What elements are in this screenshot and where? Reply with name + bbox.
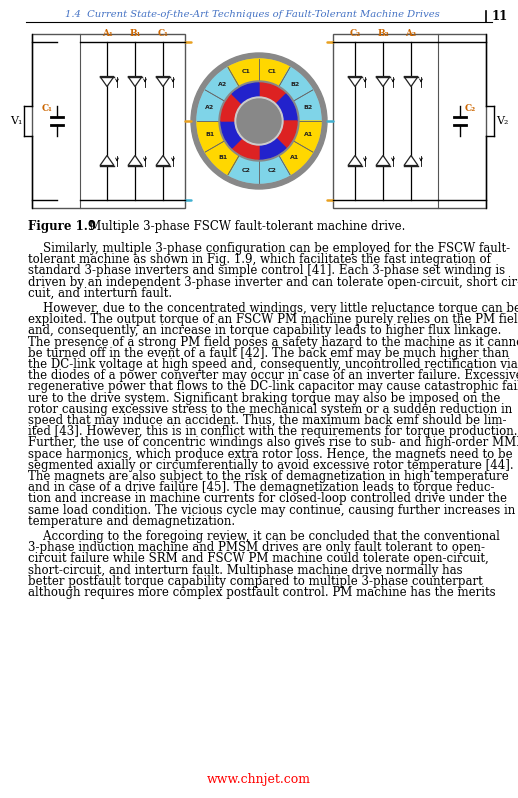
Text: segmented axially or circumferentially to avoid excessive rotor temperature [44]: segmented axially or circumferentially t… bbox=[28, 459, 514, 472]
Text: Figure 1.9: Figure 1.9 bbox=[28, 220, 96, 233]
Text: V₁: V₁ bbox=[10, 116, 22, 126]
Wedge shape bbox=[197, 90, 224, 121]
Text: B1: B1 bbox=[205, 132, 214, 136]
Wedge shape bbox=[232, 138, 259, 159]
Wedge shape bbox=[294, 90, 321, 121]
Text: although requires more complex postfault control. PM machine has the merits: although requires more complex postfault… bbox=[28, 586, 496, 599]
Text: C2: C2 bbox=[241, 168, 250, 172]
Wedge shape bbox=[205, 67, 239, 101]
Wedge shape bbox=[279, 141, 313, 175]
Text: The magnets are also subject to the risk of demagnetization in high temperature: The magnets are also subject to the risk… bbox=[28, 470, 509, 483]
Wedge shape bbox=[279, 67, 313, 101]
Text: and in case of a drive failure [45]. The demagnetization leads to torque reduc-: and in case of a drive failure [45]. The… bbox=[28, 481, 495, 494]
Text: be turned off in the event of a fault [42]. The back emf may be much higher than: be turned off in the event of a fault [4… bbox=[28, 347, 509, 360]
Text: A1: A1 bbox=[291, 155, 300, 160]
Text: 11: 11 bbox=[492, 10, 508, 23]
Text: B2: B2 bbox=[304, 105, 313, 110]
Polygon shape bbox=[100, 156, 114, 165]
Text: temperature and demagnetization.: temperature and demagnetization. bbox=[28, 515, 235, 527]
Polygon shape bbox=[128, 156, 142, 165]
Text: space harmonics, which produce extra rotor loss. Hence, the magnets need to be: space harmonics, which produce extra rot… bbox=[28, 448, 513, 460]
Text: regenerative power that flows to the DC-link capacitor may cause catastrophic fa: regenerative power that flows to the DC-… bbox=[28, 381, 518, 393]
Text: C₂: C₂ bbox=[350, 29, 361, 38]
Text: A₁: A₁ bbox=[102, 29, 112, 38]
Polygon shape bbox=[376, 156, 390, 165]
Text: According to the foregoing review, it can be concluded that the conventional: According to the foregoing review, it ca… bbox=[28, 530, 500, 543]
Text: 3-phase induction machine and PMSM drives are only fault tolerant to open-: 3-phase induction machine and PMSM drive… bbox=[28, 541, 485, 554]
Polygon shape bbox=[404, 77, 418, 86]
Text: Multiple 3-phase FSCW fault-tolerant machine drive.: Multiple 3-phase FSCW fault-tolerant mac… bbox=[78, 220, 406, 233]
Text: and, consequently, an increase in torque capability leads to higher flux linkage: and, consequently, an increase in torque… bbox=[28, 325, 501, 338]
Text: C1: C1 bbox=[241, 69, 250, 74]
Text: A1: A1 bbox=[304, 132, 313, 136]
Wedge shape bbox=[197, 121, 224, 152]
Wedge shape bbox=[294, 121, 321, 152]
Text: C₁: C₁ bbox=[157, 29, 168, 38]
Text: better postfault torque capability compared to multiple 3-phase counterpart: better postfault torque capability compa… bbox=[28, 575, 483, 588]
Wedge shape bbox=[276, 94, 297, 121]
Text: driven by an independent 3-phase inverter and can tolerate open-circuit, short c: driven by an independent 3-phase inverte… bbox=[28, 275, 518, 289]
Circle shape bbox=[237, 99, 281, 143]
Text: ited [43]. However, this is in conflict with the requirements for torque product: ited [43]. However, this is in conflict … bbox=[28, 425, 517, 438]
Wedge shape bbox=[259, 83, 286, 104]
Wedge shape bbox=[259, 138, 286, 159]
Text: www.chnjet.com: www.chnjet.com bbox=[207, 773, 311, 786]
Text: rotor causing excessive stress to the mechanical system or a sudden reduction in: rotor causing excessive stress to the me… bbox=[28, 403, 512, 416]
Text: cuit, and interturn fault.: cuit, and interturn fault. bbox=[28, 286, 172, 300]
Wedge shape bbox=[259, 156, 290, 183]
Polygon shape bbox=[100, 77, 114, 86]
Text: C₂: C₂ bbox=[465, 104, 476, 113]
Text: A2: A2 bbox=[218, 82, 227, 88]
Text: same load condition. The vicious cycle may continue, causing further increases i: same load condition. The vicious cycle m… bbox=[28, 504, 515, 516]
Polygon shape bbox=[348, 156, 362, 165]
Wedge shape bbox=[221, 94, 242, 121]
Text: short-circuit, and interturn fault. Multiphase machine drive normally has: short-circuit, and interturn fault. Mult… bbox=[28, 563, 463, 577]
Text: A2: A2 bbox=[205, 105, 214, 110]
Polygon shape bbox=[404, 156, 418, 165]
Polygon shape bbox=[128, 77, 142, 86]
Text: 1.4  Current State-of-the-Art Techniques of Fault-Tolerant Machine Drives: 1.4 Current State-of-the-Art Techniques … bbox=[65, 10, 439, 19]
Text: C2: C2 bbox=[268, 168, 277, 172]
Wedge shape bbox=[228, 156, 259, 183]
Text: V₂: V₂ bbox=[496, 116, 508, 126]
Circle shape bbox=[235, 97, 283, 145]
Text: B2: B2 bbox=[291, 82, 300, 88]
Text: However, due to the concentrated windings, very little reluctance torque can be: However, due to the concentrated winding… bbox=[28, 302, 518, 315]
Text: The presence of a strong PM field poses a safety hazard to the machine as it can: The presence of a strong PM field poses … bbox=[28, 336, 518, 349]
Text: standard 3-phase inverters and simple control [41]. Each 3-phase set winding is: standard 3-phase inverters and simple co… bbox=[28, 264, 505, 278]
Text: speed that may induce an accident. Thus, the maximum back emf should be lim-: speed that may induce an accident. Thus,… bbox=[28, 414, 507, 427]
Text: tion and increase in machine currents for closed-loop controlled drive under the: tion and increase in machine currents fo… bbox=[28, 492, 507, 505]
Wedge shape bbox=[232, 83, 259, 104]
Wedge shape bbox=[259, 59, 290, 86]
Text: B₁: B₁ bbox=[130, 29, 141, 38]
Wedge shape bbox=[276, 121, 297, 148]
Wedge shape bbox=[228, 59, 259, 86]
Text: the diodes of a power converter may occur in case of an inverter failure. Excess: the diodes of a power converter may occu… bbox=[28, 369, 518, 382]
Text: B₂: B₂ bbox=[377, 29, 389, 38]
Circle shape bbox=[219, 81, 299, 161]
Text: B1: B1 bbox=[218, 155, 227, 160]
Text: C1: C1 bbox=[268, 69, 277, 74]
Text: A₂: A₂ bbox=[406, 29, 416, 38]
Circle shape bbox=[191, 53, 327, 189]
Bar bbox=[333, 34, 486, 208]
Text: exploited. The output torque of an FSCW PM machine purely relies on the PM field: exploited. The output torque of an FSCW … bbox=[28, 313, 518, 326]
Bar bbox=[32, 34, 185, 208]
Text: tolerant machine as shown in Fig. 1.9, which facilitates the fast integration of: tolerant machine as shown in Fig. 1.9, w… bbox=[28, 253, 491, 267]
Polygon shape bbox=[376, 77, 390, 86]
Polygon shape bbox=[156, 77, 170, 86]
Wedge shape bbox=[221, 121, 242, 148]
Text: Further, the use of concentric windings also gives rise to sub- and high-order M: Further, the use of concentric windings … bbox=[28, 437, 518, 449]
Text: C₁: C₁ bbox=[41, 104, 52, 113]
Text: the DC-link voltage at high speed and, consequently, uncontrolled rectification : the DC-link voltage at high speed and, c… bbox=[28, 358, 518, 371]
Wedge shape bbox=[205, 141, 239, 175]
Polygon shape bbox=[348, 77, 362, 86]
Text: ure to the drive system. Significant braking torque may also be imposed on the: ure to the drive system. Significant bra… bbox=[28, 392, 500, 405]
Text: circuit failure while SRM and FSCW PM machine could tolerate open-circuit,: circuit failure while SRM and FSCW PM ma… bbox=[28, 552, 489, 566]
Text: Similarly, multiple 3-phase configuration can be employed for the FSCW fault-: Similarly, multiple 3-phase configuratio… bbox=[28, 242, 510, 255]
Polygon shape bbox=[156, 156, 170, 165]
Circle shape bbox=[197, 59, 321, 183]
